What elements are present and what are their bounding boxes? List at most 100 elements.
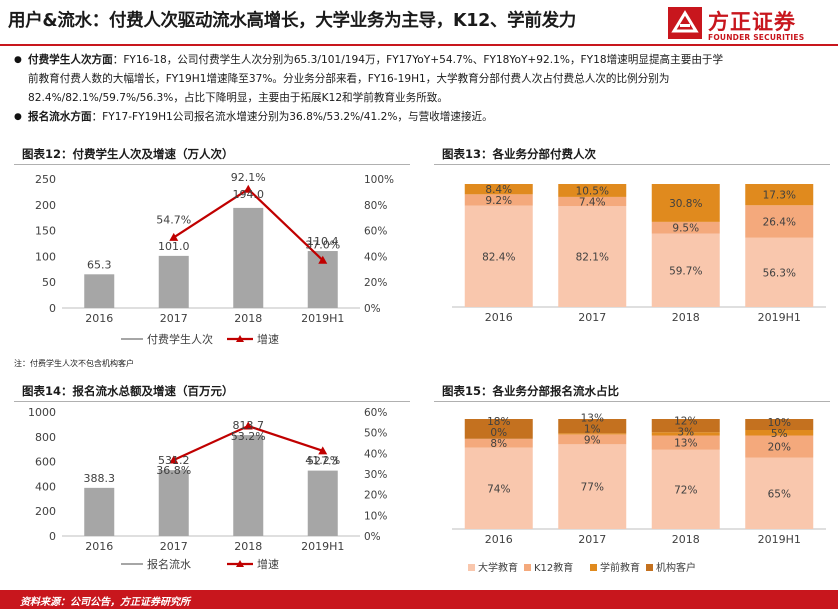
segment-value-label: 74% [487,483,510,495]
page-title: 用户&流水：付费人次驱动流水高增长，大学业务为主导，K12、学前发力 [8,11,576,31]
y-tick-label: 800 [35,431,56,444]
y2-tick-label: 50% [364,428,387,440]
x-tick-label: 2018 [672,533,700,546]
growth-value-label: 41.2% [305,454,340,467]
stack-segment [651,435,720,450]
growth-marker [169,455,179,464]
stack-segment [745,435,814,458]
growth-value-label: 92.1% [231,171,266,184]
chart13-title: 图表13：各业务分部付费人次 [442,147,597,161]
segment-value-label: 18% [487,416,510,428]
x-tick-label: 2018 [234,312,262,325]
chart12-paid-students: 0 50 100 150 200 250 0% 20% 40% 60% 80% 100% 2016 201… [35,171,394,346]
x-tick-label: 2017 [160,540,188,553]
y-tick-label: 50 [42,276,56,289]
y-tick-label: 250 [35,173,56,186]
segment-value-label: 13% [674,438,697,450]
stack-segment [464,184,533,195]
chart14-title: 图表14：报名流水总额及增速（百万元） [22,384,234,398]
segment-value-label: 3% [677,427,694,439]
y2-tick-label: 0% [364,303,381,315]
segment-value-label: 9.5% [672,223,699,235]
header-divider [0,44,838,46]
growth-marker [169,232,179,241]
bullet-continuation: 前教育付费人数的大幅增长，FY19H1增速降至37%。分业务分部来看，FY16-… [14,70,834,89]
segment-value-label: 20% [768,442,791,454]
x-tick-label: 2019H1 [758,311,801,324]
chart12-footnote: 注：付费学生人次不包含机构客户 [14,359,134,368]
x-tick-label: 2019H1 [758,533,801,546]
x-tick-label: 2018 [234,540,262,553]
stack-segment [651,233,720,307]
bullet-continuation: 82.4%/82.1%/59.7%/56.3%，占比下降明显，主要由于拓展K12… [14,89,834,108]
chart15-segment-revenue-share: 2016 2017 2018 2019H174%8%0%18%77%9%1%13%72… [452,412,826,574]
chart12-title: 图表12：付费学生人次及增速（万人次） [22,147,234,161]
y2-tick-label: 0% [364,531,381,543]
x-tick-label: 2016 [85,540,113,553]
y-tick-label: 0 [49,302,56,315]
bar-value-label: 813.7 [233,419,265,432]
bar-value-label: 110.4 [307,235,339,248]
brand-name-cn: 方正证券 [708,10,796,34]
stack-segment [558,444,627,529]
summary-bullets: 付费学生人次方面：FY16-18，公司付费学生人次分别为65.3/101/194… [14,51,834,127]
y2-tick-label: 60% [364,226,387,238]
chart13-title-rule [434,164,830,165]
y-tick-label: 1000 [28,406,56,419]
growth-value-label: 37.0% [305,238,340,251]
stack-segment [464,194,533,206]
segment-value-label: 26.4% [763,217,796,229]
growth-value-label: 54.7% [156,213,191,226]
legend-swatch [524,564,531,571]
legend-swatch [468,564,475,571]
x-tick-label: 2017 [578,311,606,324]
stack-segment [745,205,814,238]
brand-logo: 方正证券 FOUNDER SECURITIES [668,4,834,46]
stack-segment [651,184,720,222]
y2-tick-label: 40% [364,448,387,460]
x-tick-label: 2017 [578,533,606,546]
bullet-heading: 报名流水方面 [28,111,92,123]
bullet-item: 报名流水方面：FY17-FY19H1公司报名流水增速分别为36.8%/53.2%… [14,108,834,127]
segment-value-label: 5% [771,428,788,440]
chart15-title: 图表15：各业务分部报名流水占比 [442,384,620,398]
segment-value-label: 13% [581,412,604,424]
segment-value-label: 56.3% [763,267,796,279]
segment-value-label: 77% [581,482,604,494]
legend-swatch [590,564,597,571]
bar-value-label: 101.0 [158,240,190,253]
y-tick-label: 150 [35,225,56,238]
y-tick-label: 600 [35,456,56,469]
chart13-segment-paid-share: 2016 2017 2018 2019H1 82.4% 9.2%8.4% 82.1% 7.4%… [452,184,826,324]
y2-tick-label: 20% [364,277,387,289]
y-tick-label: 0 [49,530,56,543]
stack-segment [745,430,814,436]
bullet-text: ：FY16-18，公司付费学生人次分别为65.3/101/194万，FY17Yo… [112,54,724,66]
bullet-text: 82.4%/82.1%/59.7%/56.3%，占比下降明显，主要由于拓展K12… [28,92,448,104]
segment-value-label: 82.1% [576,252,609,264]
segment-value-label: 0% [490,427,507,439]
y2-tick-label: 80% [364,200,387,212]
bar-value-label: 65.3 [87,258,112,271]
segment-value-label: 10.5% [576,185,609,197]
bar-2019H1 [307,470,338,536]
legend-label: 学前教育 [600,561,640,574]
y2-tick-label: 20% [364,490,387,502]
y-tick-label: 200 [35,199,56,212]
bullet-text: ：FY17-FY19H1公司报名流水增速分别为36.8%/53.2%/41.2%… [91,111,493,123]
bar-value-label: 388.3 [84,472,116,485]
bar-2016 [84,274,115,308]
legend-label: 机构客户 [656,561,696,574]
segment-value-label: 17.3% [763,190,796,202]
legend-line-label: 增速 [257,557,279,571]
segment-value-label: 12% [674,416,697,428]
footer-bar [0,590,838,609]
legend-line-marker [236,335,244,342]
stack-segment [558,433,627,435]
growth-marker [243,421,253,430]
growth-marker [243,184,253,193]
chart14-enrollment-revenue: 0 200 400 600 800 1000 0% 10% 20% 30% 40% 50% 60% 201… [28,406,387,571]
bullet-heading: 付费学生人次方面 [28,54,113,66]
stack-segment [464,438,533,448]
growth-marker [318,255,328,264]
